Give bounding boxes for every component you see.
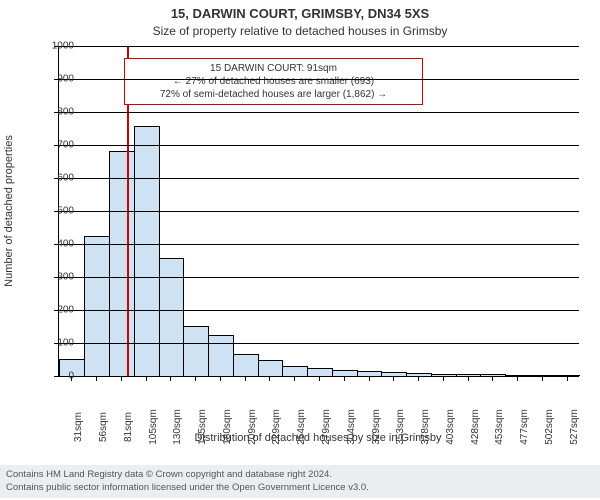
x-tick-mark: [369, 376, 370, 381]
x-tick-mark: [468, 376, 469, 381]
annotation-line3: 72% of semi-detached houses are larger (…: [131, 88, 416, 101]
bar: [84, 236, 110, 376]
x-tick-mark: [517, 376, 518, 381]
x-tick-mark: [492, 376, 493, 381]
y-tick-label: 400: [34, 239, 74, 250]
bar: [208, 335, 234, 376]
x-tick-mark: [121, 376, 122, 381]
annotation-box: 15 DARWIN COURT: 91sqm ← 27% of detached…: [124, 58, 423, 105]
x-tick-mark: [220, 376, 221, 381]
x-tick-mark: [146, 376, 147, 381]
footer-attribution: Contains HM Land Registry data © Crown c…: [0, 465, 600, 498]
gridline: [59, 178, 579, 179]
bar: [530, 375, 556, 376]
y-axis-label: Number of detached properties: [2, 46, 16, 376]
bar: [282, 366, 308, 376]
bar: [258, 360, 284, 376]
x-tick-mark: [443, 376, 444, 381]
y-tick-label: 600: [34, 173, 74, 184]
bar: [431, 374, 457, 376]
chart-title-sub: Size of property relative to detached ho…: [0, 24, 600, 38]
x-tick-mark: [393, 376, 394, 381]
x-ticks-group: 31sqm56sqm81sqm105sqm130sqm155sqm180sqm2…: [58, 382, 578, 432]
y-tick-label: 700: [34, 140, 74, 151]
annotation-line1: 15 DARWIN COURT: 91sqm: [131, 62, 416, 75]
gridline: [59, 79, 579, 80]
x-axis-label: Distribution of detached houses by size …: [58, 432, 578, 444]
x-tick-mark: [567, 376, 568, 381]
x-tick-mark: [294, 376, 295, 381]
chart-container: 15, DARWIN COURT, GRIMSBY, DN34 5XS Size…: [0, 0, 600, 500]
x-tick-mark: [96, 376, 97, 381]
chart-title-main: 15, DARWIN COURT, GRIMSBY, DN34 5XS: [0, 6, 600, 21]
x-tick-mark: [195, 376, 196, 381]
gridline: [59, 145, 579, 146]
x-tick-mark: [170, 376, 171, 381]
x-tick-mark: [542, 376, 543, 381]
y-tick-label: 100: [34, 338, 74, 349]
x-tick-mark: [418, 376, 419, 381]
gridline: [59, 244, 579, 245]
footer-line1: Contains HM Land Registry data © Crown c…: [6, 469, 594, 481]
gridline: [59, 211, 579, 212]
gridline: [59, 277, 579, 278]
y-tick-label: 200: [34, 305, 74, 316]
x-tick-mark: [344, 376, 345, 381]
y-tick-label: 1000: [34, 41, 74, 52]
bar: [233, 354, 259, 376]
bar: [159, 258, 185, 376]
gridline: [59, 112, 579, 113]
gridline: [59, 310, 579, 311]
plot-area: 15 DARWIN COURT: 91sqm ← 27% of detached…: [58, 46, 579, 377]
y-tick-label: 800: [34, 107, 74, 118]
x-tick-mark: [319, 376, 320, 381]
gridline: [59, 343, 579, 344]
y-tick-label: 900: [34, 74, 74, 85]
bar: [307, 368, 333, 376]
x-tick-mark: [245, 376, 246, 381]
bar: [332, 370, 358, 376]
bar: [183, 326, 209, 377]
x-tick-mark: [269, 376, 270, 381]
y-tick-label: 0: [34, 371, 74, 382]
y-tick-label: 500: [34, 206, 74, 217]
gridline: [59, 46, 579, 47]
annotation-line2: ← 27% of detached houses are smaller (69…: [131, 75, 416, 88]
footer-line2: Contains public sector information licen…: [6, 482, 594, 494]
bar: [134, 126, 160, 376]
y-tick-label: 300: [34, 272, 74, 283]
